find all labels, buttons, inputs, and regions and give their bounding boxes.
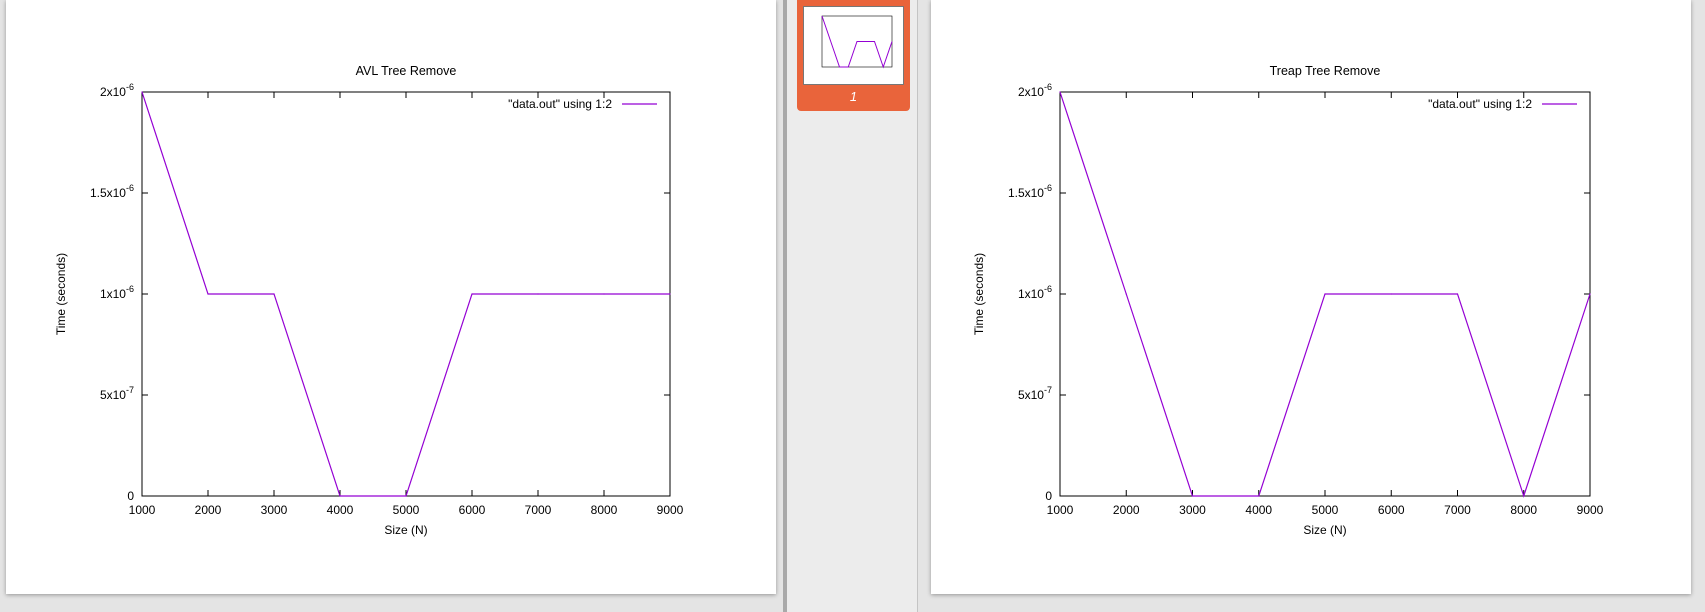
avl-remove-chart: AVL Tree Remove 1000 2000 3000 4000 5000 6000 7… xyxy=(54,64,684,537)
y-tick-label: 1x10-6 xyxy=(1018,284,1052,301)
y-tick-label: 2x10-6 xyxy=(100,82,134,99)
treap-remove-chart: Treap Tree Remove 1000 2000 3000 4000 5000 600… xyxy=(972,64,1604,537)
x-tick-label: 5000 xyxy=(1312,503,1339,517)
x-tick-label: 6000 xyxy=(1378,503,1405,517)
series-line xyxy=(141,91,670,497)
legend-label: "data.out" using 1:2 xyxy=(508,97,612,111)
legend-label: "data.out" using 1:2 xyxy=(1428,97,1532,111)
thumbnail-series-line xyxy=(821,15,893,69)
data-point xyxy=(603,293,605,295)
data-point xyxy=(537,293,539,295)
data-point xyxy=(1191,495,1194,497)
data-point xyxy=(1258,495,1260,497)
plot-page-treap: Treap Tree Remove 1000 2000 3000 4000 5000 600… xyxy=(931,0,1691,594)
data-point xyxy=(207,293,209,295)
thumbnail-preview xyxy=(803,6,904,85)
x-tick-label: 7000 xyxy=(1444,503,1471,517)
data-point xyxy=(471,293,473,295)
page-thumbnail-1[interactable]: 1 xyxy=(797,0,910,111)
y-tick-label: 0 xyxy=(127,489,134,503)
x-tick-label: 7000 xyxy=(525,503,552,517)
y-axis-label: Time (seconds) xyxy=(54,253,68,335)
x-tick-label: 9000 xyxy=(657,503,684,517)
x-axis-label: Size (N) xyxy=(384,523,427,537)
x-tick-label: 3000 xyxy=(1179,503,1206,517)
data-point xyxy=(1589,293,1591,295)
left-document-pane[interactable]: AVL Tree Remove 1000 2000 3000 4000 5000 6000 7… xyxy=(0,0,783,612)
y-tick-label: 2x10-6 xyxy=(1018,82,1052,99)
data-point xyxy=(141,91,143,93)
data-point xyxy=(1059,91,1061,93)
y-tick-label: 1.5x10-6 xyxy=(1008,183,1052,200)
data-point xyxy=(1390,293,1392,295)
data-point xyxy=(1324,293,1326,295)
y-tick-label: 0 xyxy=(1045,489,1052,503)
x-tick-label: 5000 xyxy=(393,503,420,517)
x-tick-label: 4000 xyxy=(327,503,354,517)
x-axis-label: Size (N) xyxy=(1303,523,1346,537)
thumbnail-preview-chart xyxy=(821,15,893,69)
y-tick-label: 5x10-7 xyxy=(100,385,134,402)
data-point xyxy=(339,495,341,497)
data-point xyxy=(1523,495,1525,497)
x-tick-label: 9000 xyxy=(1577,503,1604,517)
data-point xyxy=(405,495,407,497)
plot-page-avl: AVL Tree Remove 1000 2000 3000 4000 5000 6000 7… xyxy=(6,0,776,594)
y-tick-label: 1.5x10-6 xyxy=(90,183,134,200)
x-tick-label: 6000 xyxy=(459,503,486,517)
x-tick-label: 1000 xyxy=(129,503,156,517)
x-tick-label: 2000 xyxy=(1113,503,1140,517)
x-tick-label: 4000 xyxy=(1245,503,1272,517)
thumbnail-page-number: 1 xyxy=(849,89,858,104)
x-tick-label: 2000 xyxy=(195,503,222,517)
data-point xyxy=(669,293,671,295)
chart-title: AVL Tree Remove xyxy=(356,64,457,78)
chart-title: Treap Tree Remove xyxy=(1270,64,1381,78)
x-tick-label: 1000 xyxy=(1047,503,1074,517)
y-axis-label: Time (seconds) xyxy=(972,253,986,335)
data-point xyxy=(1456,293,1459,295)
thumbnail-sidebar[interactable]: 1 xyxy=(783,0,918,612)
right-document-pane[interactable]: Treap Tree Remove 1000 2000 3000 4000 5000 600… xyxy=(918,0,1705,612)
x-tick-label: 8000 xyxy=(591,503,618,517)
x-tick-label: 8000 xyxy=(1510,503,1537,517)
data-point xyxy=(1125,293,1127,295)
y-tick-label: 5x10-7 xyxy=(1018,385,1052,402)
y-tick-label: 1x10-6 xyxy=(100,284,134,301)
data-point xyxy=(273,293,275,295)
x-tick-label: 3000 xyxy=(261,503,288,517)
